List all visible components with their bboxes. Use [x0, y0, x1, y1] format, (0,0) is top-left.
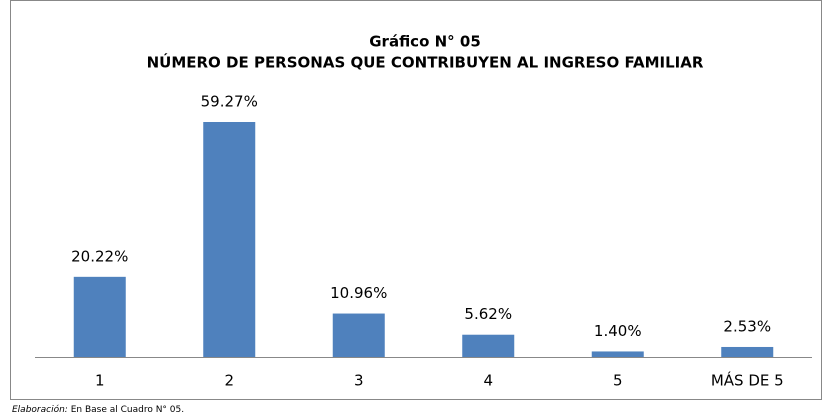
- bar: [462, 334, 515, 357]
- footnote-text: En Base al Cuadro N° 05.: [71, 405, 184, 415]
- bar: [721, 346, 774, 357]
- value-label: 5.62%: [464, 305, 512, 323]
- chart-border: [10, 0, 822, 400]
- x-tick-label: MÁS DE 5: [711, 371, 784, 390]
- x-tick-label: 4: [483, 372, 493, 390]
- bar: [73, 276, 126, 357]
- x-tick-label: 2: [224, 372, 234, 390]
- footnote: Elaboración: En Base al Cuadro N° 05.: [12, 404, 184, 415]
- value-label: 1.40%: [594, 322, 642, 340]
- x-tick-label: 1: [95, 372, 105, 390]
- chart-title: Gráfico N° 05: [369, 33, 481, 51]
- bar: [332, 313, 385, 357]
- value-label: 20.22%: [71, 247, 128, 265]
- value-label: 59.27%: [201, 93, 258, 111]
- value-label: 2.53%: [723, 317, 771, 335]
- footnote-label: Elaboración:: [12, 404, 68, 415]
- x-tick-label: 5: [613, 372, 623, 390]
- x-tick-label: 3: [354, 372, 364, 390]
- bar: [203, 122, 256, 357]
- chart-subtitle: NÚMERO DE PERSONAS QUE CONTRIBUYEN AL IN…: [147, 53, 704, 72]
- bar: [591, 351, 644, 357]
- value-label: 10.96%: [330, 284, 387, 302]
